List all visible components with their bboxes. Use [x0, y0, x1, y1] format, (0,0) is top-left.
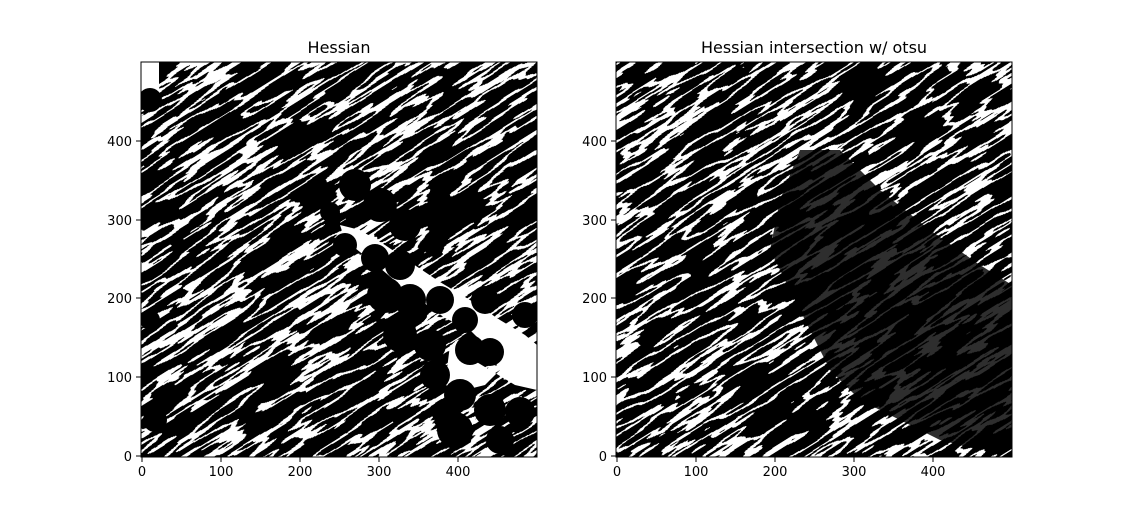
- x-tick-label: 400: [446, 465, 471, 480]
- image-hessian: [141, 62, 537, 457]
- y-tick-label: 300: [582, 214, 607, 229]
- y-tick-label: 100: [107, 371, 132, 386]
- panel-title: Hessian intersection w/ otsu: [701, 38, 927, 57]
- x-tick-label: 100: [684, 465, 709, 480]
- x-axis: 0 100 200 300 400: [138, 457, 471, 480]
- y-tick-label: 100: [582, 371, 607, 386]
- x-tick-label: 300: [367, 465, 392, 480]
- y-tick-label: 0: [124, 450, 132, 465]
- x-tick-label: 300: [842, 465, 867, 480]
- image-hessian-otsu: [616, 62, 1012, 457]
- x-tick-label: 400: [921, 465, 946, 480]
- black-blobs: [141, 88, 537, 454]
- panel-title: Hessian: [308, 38, 371, 57]
- y-tick-label: 200: [107, 292, 132, 307]
- x-tick-label: 0: [613, 465, 621, 480]
- axes-frame: [140, 61, 538, 458]
- y-tick-label: 300: [107, 214, 132, 229]
- x-tick-label: 200: [763, 465, 788, 480]
- y-tick-label: 400: [107, 135, 132, 150]
- y-tick-label: 0: [599, 450, 607, 465]
- x-axis: 0 100 200 300 400: [613, 457, 946, 480]
- y-axis: 0 100 200 300 400: [582, 135, 616, 465]
- x-tick-label: 200: [288, 465, 313, 480]
- y-tick-label: 400: [582, 135, 607, 150]
- x-tick-label: 100: [209, 465, 234, 480]
- y-tick-label: 200: [582, 292, 607, 307]
- axes-frame: [615, 61, 1013, 458]
- panel-hessian: Hessian: [107, 38, 538, 480]
- y-axis: 0 100 200 300 400: [107, 135, 141, 465]
- x-tick-label: 0: [138, 465, 146, 480]
- dark-region: [770, 150, 1012, 450]
- panel-hessian-otsu: Hessian intersection w/ otsu 0 100 200 3…: [582, 38, 1013, 480]
